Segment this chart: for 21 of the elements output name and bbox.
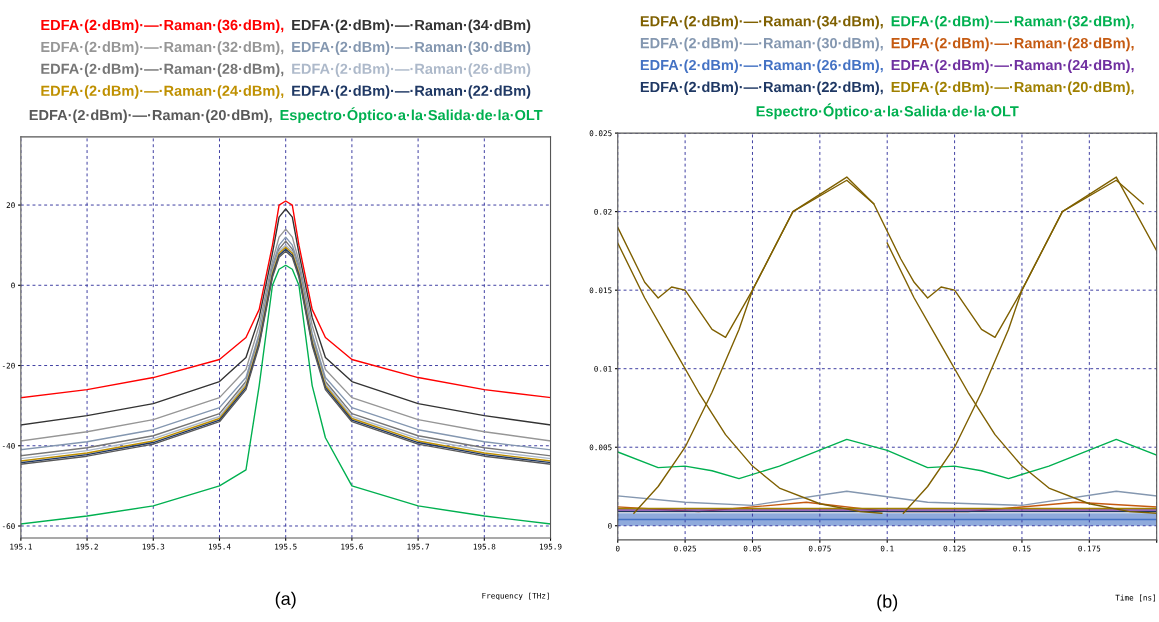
chart-title: Espectro·Óptico·a·la·Salida·de·la·OLT <box>756 103 1019 120</box>
text: EDFA·(2·dBm)·—·Raman·(26·dBm), <box>640 59 883 74</box>
text: EDFA·(2·dBm)·—·Raman·(32·dBm), <box>41 41 284 55</box>
text: EDFA·(2·dBm)·—·Raman·(32·dBm), <box>891 15 1134 30</box>
text: EDFA·(2·dBm)·—·Raman·(26·dBm) <box>292 63 531 77</box>
text: EDFA·(2·dBm)·—·Raman·(34·dBm), <box>640 15 883 30</box>
text: (b) <box>877 594 898 612</box>
text: EDFA·(2·dBm)·—·Raman·(28·dBm), <box>41 63 284 77</box>
text: EDFA·(2·dBm)·—·Raman·(20·dBm), <box>29 109 272 124</box>
text: EDFA·(2·dBm)·—·Raman·(22·dBm) <box>292 85 531 99</box>
text: EDFA·(2·dBm)·—·Raman·(34·dBm) <box>292 19 531 34</box>
text: EDFA·(2·dBm)·—·Raman·(36·dBm), <box>41 19 284 34</box>
text: EDFA·(2·dBm)·—·Raman·(20·dBm), <box>891 81 1134 96</box>
text: EDFA·(2·dBm)·—·Raman·(30·dBm) <box>292 41 531 55</box>
text: EDFA·(2·dBm)·—·Raman·(24·dBm), <box>41 85 284 99</box>
text: EDFA·(2·dBm)·—·Raman·(24·dBm), <box>891 59 1134 74</box>
text: EDFA·(2·dBm)·—·Raman·(28·dBm), <box>891 37 1134 52</box>
text: EDFA·(2·dBm)·—·Raman·(22·dBm), <box>640 81 883 96</box>
text: (a) <box>275 591 296 609</box>
text: EDFA·(2·dBm)·—·Raman·(30·dBm), <box>640 37 883 52</box>
text: Espectro·Óptico·a·la·Salida·de·la·OLT <box>280 107 543 124</box>
